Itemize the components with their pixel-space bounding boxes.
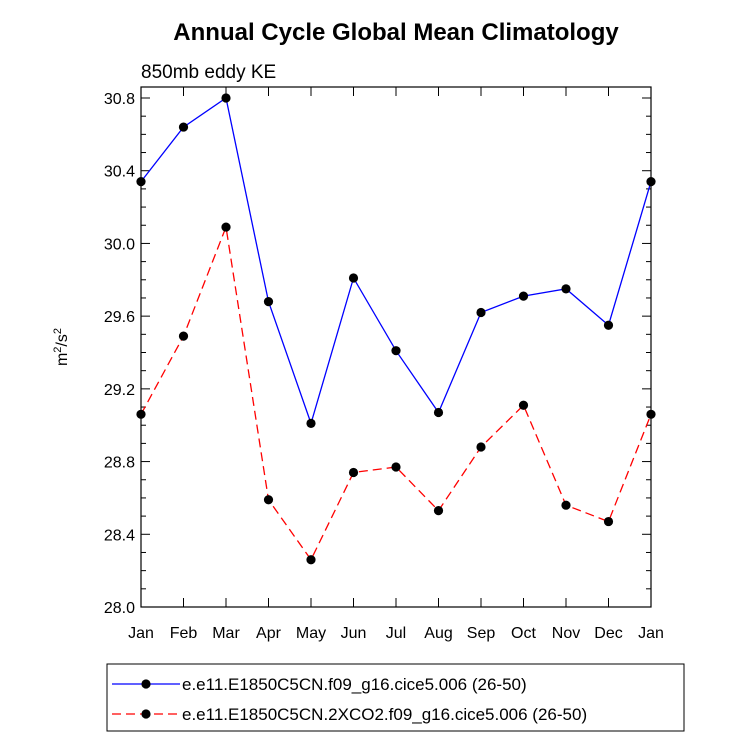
x-tick-label: Feb bbox=[170, 625, 198, 642]
series-2-point bbox=[221, 222, 231, 232]
series-1-point bbox=[518, 291, 529, 301]
series-2-point bbox=[348, 467, 359, 478]
series-2-point bbox=[646, 409, 656, 419]
series-2-point bbox=[518, 400, 529, 410]
series-2-point bbox=[391, 462, 401, 472]
series-2-point bbox=[306, 555, 316, 565]
x-tick-label: Apr bbox=[256, 625, 282, 642]
series-2-point bbox=[476, 442, 486, 452]
x-tick-label: Aug bbox=[424, 625, 452, 642]
x-tick-label: Jul bbox=[386, 625, 406, 642]
series-line-2 bbox=[140, 224, 652, 562]
x-axis: Jan Feb Mar Apr May Jun Jul Aug Sep Oct Nov Dec Jan bbox=[128, 87, 664, 642]
x-tick-label: Mar bbox=[212, 625, 240, 642]
y-tick-label: 28.8 bbox=[104, 455, 135, 472]
y-tick-label: 30.4 bbox=[104, 164, 135, 181]
chart-subtitle: 850mb eddy KE bbox=[141, 62, 276, 83]
series-2-point bbox=[136, 409, 146, 419]
series-1-point bbox=[603, 320, 614, 330]
y-tick-label: 28.4 bbox=[104, 527, 135, 544]
y-axis-label: m2/s2 bbox=[52, 328, 71, 366]
x-tick-label: Jun bbox=[341, 625, 367, 642]
series-1-point bbox=[221, 93, 231, 103]
x-tick-label: Jan bbox=[128, 625, 154, 642]
y-tick-label: 28.0 bbox=[104, 600, 135, 617]
series-layer bbox=[136, 93, 656, 565]
legend-box bbox=[106, 663, 685, 732]
series-1-point bbox=[136, 177, 146, 187]
x-tick-label: Sep bbox=[467, 625, 496, 642]
series-1-point bbox=[263, 297, 274, 307]
series-1-point bbox=[561, 284, 571, 294]
series-line-1 bbox=[140, 96, 652, 426]
y-tick-label: 30.0 bbox=[104, 236, 135, 253]
series-1-point bbox=[433, 407, 444, 418]
legend-marker-2 bbox=[141, 709, 151, 719]
series-2-point bbox=[603, 516, 614, 527]
chart-title: Annual Cycle Global Mean Climatology bbox=[173, 19, 619, 46]
y-axis: 28.0 28.4 28.8 29.2 29.6 30.0 30.4 30.8 bbox=[104, 91, 651, 617]
y-tick-label: 29.6 bbox=[104, 309, 135, 326]
legend-label-2: e.e11.E1850C5CN.2XCO2.f09_g16.cice5.006 … bbox=[182, 705, 587, 724]
x-tick-label: May bbox=[296, 625, 326, 642]
series-1-point bbox=[391, 346, 401, 356]
x-tick-label: Nov bbox=[552, 625, 580, 642]
legend-marker-1 bbox=[141, 679, 151, 689]
series-1-point bbox=[348, 273, 359, 283]
y-tick-label: 30.8 bbox=[104, 91, 135, 108]
series-1-point bbox=[178, 122, 189, 132]
series-2-point bbox=[561, 500, 571, 510]
legend-label-1: e.e11.E1850C5CN.f09_g16.cice5.006 (26-50… bbox=[182, 675, 527, 694]
series-2-point bbox=[433, 506, 444, 516]
legend: e.e11.E1850C5CN.f09_g16.cice5.006 (26-50… bbox=[112, 675, 587, 724]
series-1-point bbox=[306, 418, 316, 428]
x-tick-label: Jan bbox=[638, 625, 664, 642]
series-2-point bbox=[263, 495, 274, 505]
series-2-point bbox=[178, 331, 189, 341]
x-tick-label: Dec bbox=[594, 625, 622, 642]
x-tick-label: Oct bbox=[511, 625, 536, 642]
y-tick-label: 29.2 bbox=[104, 382, 135, 399]
series-1-point bbox=[476, 307, 486, 318]
series-1-point bbox=[646, 177, 656, 187]
